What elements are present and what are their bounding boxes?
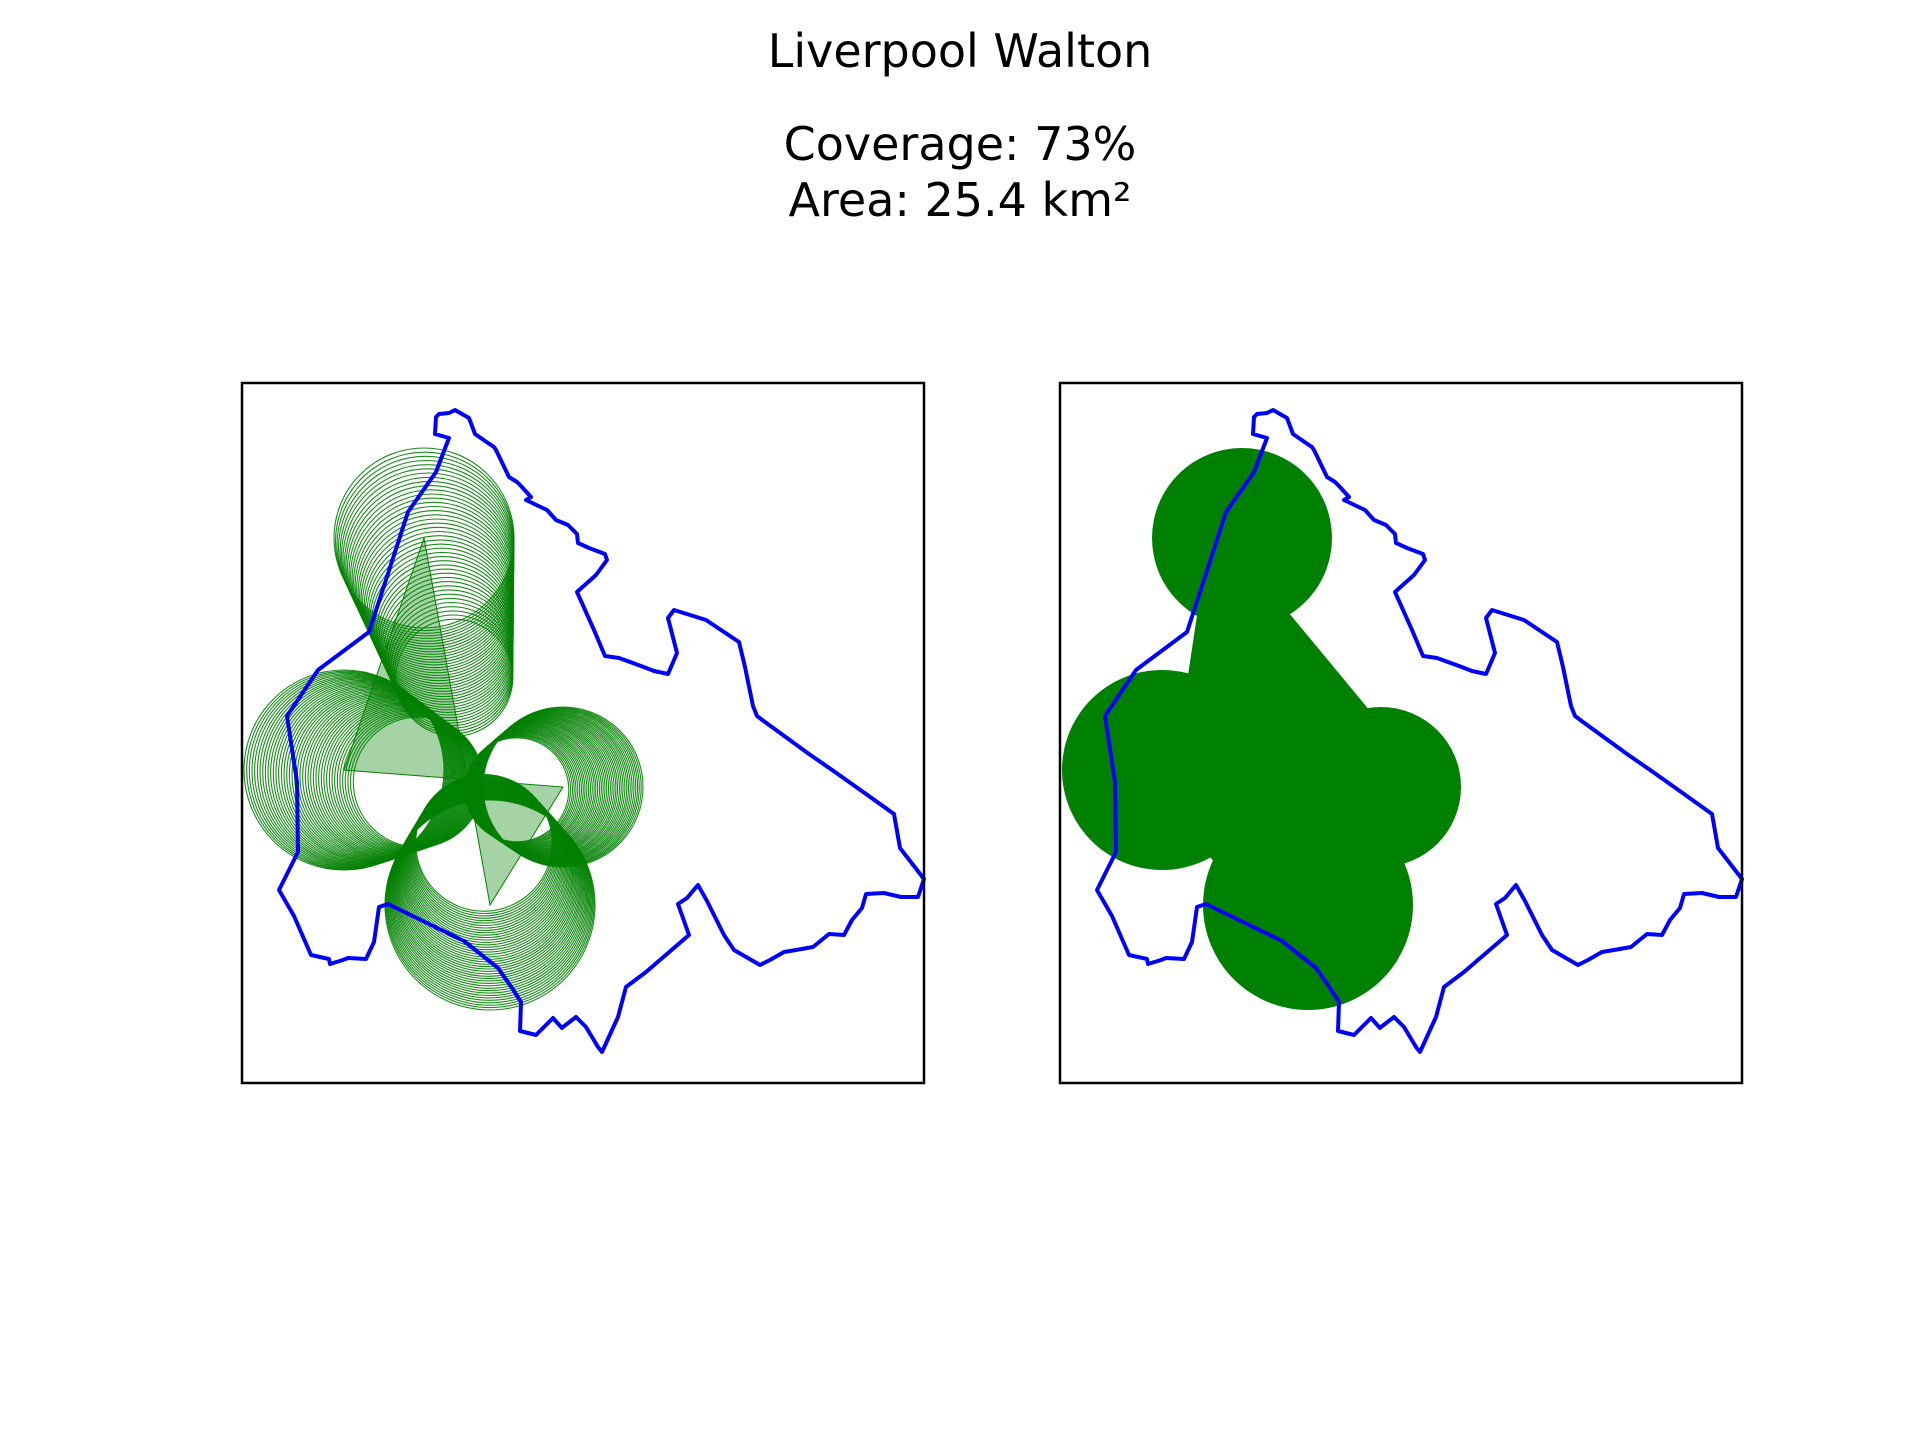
coverage-circle: [278, 684, 457, 864]
coverage-circle: [409, 778, 561, 929]
coverage-circle: [387, 796, 592, 1001]
coverage-circle: [264, 678, 453, 867]
coverage-circle: [248, 671, 447, 870]
coverage-circle: [394, 791, 582, 980]
coverage-circle: [403, 783, 569, 948]
coverage-circle: [259, 676, 451, 868]
coverage-circle: [405, 782, 567, 944]
coverage-circle: [391, 793, 587, 989]
coverage-circle: [412, 775, 556, 919]
coverage-circle: [388, 796, 591, 999]
coverage-circles: [243, 447, 644, 1011]
coverage-circle: [393, 792, 583, 982]
map-panel-outlines: [240, 381, 926, 1085]
coverage-circle: [411, 777, 558, 924]
coverage-core: [343, 536, 564, 907]
coverage-circle: [243, 669, 445, 871]
coverage-circle: [410, 777, 559, 927]
coverage-circle: [394, 790, 581, 977]
panel-frame: [240, 381, 926, 1085]
coverage-circle: [404, 782, 568, 946]
panel-frame: [1058, 381, 1744, 1085]
coverage-circle: [288, 688, 461, 862]
coverage-circle: [270, 680, 455, 866]
coverage-circle: [398, 787, 576, 965]
coverage-circle: [408, 779, 563, 934]
coverage-circle: [392, 792, 585, 984]
coverage-circle: [254, 674, 449, 869]
coverage-circle: [388, 795, 590, 997]
coverage-circle: [402, 784, 571, 953]
coverage-circle: [409, 779, 562, 931]
coverage-circle: [390, 794, 588, 992]
coverage-circle: [403, 783, 570, 951]
coverage-circle: [415, 774, 553, 912]
coverage-circle: [413, 775, 555, 917]
coverage-circle: [401, 785, 572, 956]
coverage-circle: [397, 788, 578, 970]
coverage-area: [1062, 448, 1461, 1010]
constituency-boundary: [277, 408, 926, 1054]
area-text: Area: 25.4 km²: [788, 173, 1132, 227]
coverage-circle: [396, 789, 579, 972]
coverage-circle: [385, 798, 594, 1006]
coverage-circle: [414, 774, 554, 915]
coverage-circle: [283, 686, 459, 863]
map-title: Liverpool Walton: [767, 24, 1153, 78]
coverage-circle: [406, 781, 566, 941]
coverage-circle: [391, 793, 586, 987]
coverage-circle: [299, 693, 465, 859]
coverage-circle: [275, 683, 457, 864]
constituency-boundary: [1095, 408, 1744, 1054]
coverage-circle: [389, 795, 589, 994]
coverage-circle: [412, 776, 557, 922]
coverage-circle: [386, 797, 593, 1004]
coverage-core: [1162, 538, 1381, 905]
map-panel-filled: [1058, 381, 1744, 1085]
coverage-circle: [397, 788, 577, 968]
coverage-circle: [395, 790, 580, 975]
coverage-text: Coverage: 73%: [783, 117, 1137, 171]
